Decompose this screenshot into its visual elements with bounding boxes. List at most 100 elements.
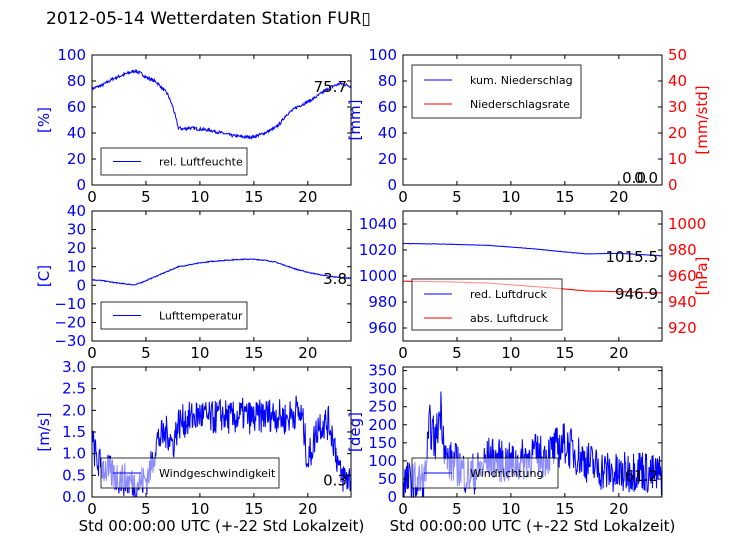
x-tick-label: 5 <box>141 188 151 206</box>
x-axis-label: Std 00:00:00 UTC (+-22 Std Lokalzeit) <box>390 517 676 535</box>
y-tick-label: 0.0 <box>62 488 86 506</box>
x-tick-label: 10 <box>501 344 520 362</box>
series-group <box>403 391 662 497</box>
x-tick-label: 10 <box>190 500 209 518</box>
x-tick-label: 15 <box>244 344 263 362</box>
series-group <box>92 69 351 141</box>
x-tick-label: 0 <box>398 344 408 362</box>
y-tick-label: 250 <box>368 398 397 416</box>
y-tick-label: 20 <box>378 150 397 168</box>
plot-frame <box>91 210 352 342</box>
x-tick-label: 0 <box>87 500 97 518</box>
y-tick-label: −30 <box>54 332 86 350</box>
y2-axis-label: [mm/std] <box>693 85 711 154</box>
last-value-label: 3.8 <box>323 270 347 288</box>
x-tick-label: 15 <box>555 188 574 206</box>
y-tick-label: 100 <box>368 452 397 470</box>
y-axis-label: [m/s] <box>35 412 53 451</box>
x-tick-label: 5 <box>452 188 462 206</box>
legend: Lufttemperatur <box>100 301 248 330</box>
x-tick-label: 20 <box>298 344 317 362</box>
y-tick-label: 80 <box>67 72 86 90</box>
y2-tick-label: 960 <box>668 267 697 285</box>
y-tick-label: 10 <box>67 258 86 276</box>
x-tick-label: 10 <box>190 188 209 206</box>
x-tick-label: 20 <box>298 500 317 518</box>
x-tick-label: 10 <box>501 500 520 518</box>
last-value-label: 0.3 <box>323 472 347 490</box>
x-tick-label: 5 <box>141 500 151 518</box>
legend-label: kum. Niederschlag <box>470 74 573 87</box>
legend: kum. Niederschlag Niederschlagsrate <box>411 64 582 119</box>
x-tick-label: 15 <box>555 344 574 362</box>
series-line-1 <box>92 258 351 286</box>
x-tick-label: 5 <box>452 344 462 362</box>
panel-humidity: 0 5 10 15 20 0 20 40 60 80 100 [%] rel. Luftfeuchte 7… <box>35 46 352 206</box>
last-value-label: 0.0 <box>634 169 658 187</box>
y-tick-label: 60 <box>378 98 397 116</box>
y-tick-label: 50 <box>378 470 397 488</box>
y-tick-label: 60 <box>67 98 86 116</box>
legend-label: Lufttemperatur <box>159 310 243 323</box>
series-line-1 <box>403 242 662 257</box>
legend: red. Luftdruck abs. Luftdruck <box>411 278 563 331</box>
series-group <box>92 258 351 286</box>
last-value-label: 1015.5 <box>606 248 659 266</box>
y2-tick-label: 20 <box>668 124 687 142</box>
x-tick-label: 0 <box>398 188 408 206</box>
last-value-label-2: 946.9 <box>615 285 658 303</box>
plot-frame <box>91 54 352 186</box>
legend-label: Windgeschwindigkeit <box>159 467 276 480</box>
legend: rel. Luftfeuchte <box>100 147 248 176</box>
legend-label: Niederschlagsrate <box>470 98 570 111</box>
y-tick-label: 960 <box>368 319 397 337</box>
y-tick-label: 20 <box>67 150 86 168</box>
y-tick-label: 2.0 <box>62 401 86 419</box>
series-group <box>92 395 351 497</box>
y-tick-label: 40 <box>67 202 86 220</box>
last-value-label: 75.7 <box>314 78 347 96</box>
x-axis-label: Std 00:00:00 UTC (+-22 Std Lokalzeit) <box>79 517 365 535</box>
y-tick-label: 150 <box>368 434 397 452</box>
y-tick-label: 2.5 <box>62 380 86 398</box>
legend: Windrichtung <box>411 457 559 489</box>
y-tick-label: 200 <box>368 416 397 434</box>
y-tick-label: 1020 <box>359 241 397 259</box>
legend: Windgeschwindigkeit <box>100 457 280 489</box>
y-tick-label: 1.5 <box>62 423 86 441</box>
x-tick-label: 20 <box>609 188 628 206</box>
last-value-label: 61.2 <box>625 467 658 485</box>
y2-tick-label: 980 <box>668 241 697 259</box>
x-tick-label: 15 <box>244 500 263 518</box>
y-tick-label: −10 <box>54 295 86 313</box>
y2-tick-label: 940 <box>668 293 697 311</box>
x-tick-label: 10 <box>190 344 209 362</box>
y-axis-label: [%] <box>35 107 53 133</box>
x-tick-label: 20 <box>298 188 317 206</box>
y-axis-label: [mm] <box>346 100 364 141</box>
y-tick-label: 30 <box>67 221 86 239</box>
y2-tick-label: 0 <box>668 176 678 194</box>
legend-label: Windrichtung <box>470 467 543 480</box>
y2-tick-label: 50 <box>668 46 687 64</box>
series-line-1 <box>403 391 662 497</box>
y-tick-label: 1.0 <box>62 445 86 463</box>
plot-frame <box>402 54 663 186</box>
last-value-label-2: 0.0 <box>622 169 646 187</box>
y-tick-label: −20 <box>54 313 86 331</box>
y-tick-label: 0 <box>387 488 397 506</box>
series-line-1 <box>92 395 351 497</box>
x-tick-label: 0 <box>87 344 97 362</box>
y2-tick-label: 920 <box>668 319 697 337</box>
panel-windspeed: 0 5 10 15 20 0.0 0.5 1.0 1.5 2.0 2.5 3.0 [m/s] Std 00… <box>35 358 364 535</box>
y-tick-label: 1000 <box>359 267 397 285</box>
y-tick-label: 0 <box>76 276 86 294</box>
y2-tick-label: 10 <box>668 150 687 168</box>
x-tick-label: 20 <box>609 500 628 518</box>
y2-tick-label: 30 <box>668 98 687 116</box>
y-tick-label: 980 <box>368 293 397 311</box>
panel-temperature: 0 5 10 15 20−30−20−10010203040[C]Lufttempera… <box>35 202 352 362</box>
y2-tick-label: 1000 <box>668 215 706 233</box>
